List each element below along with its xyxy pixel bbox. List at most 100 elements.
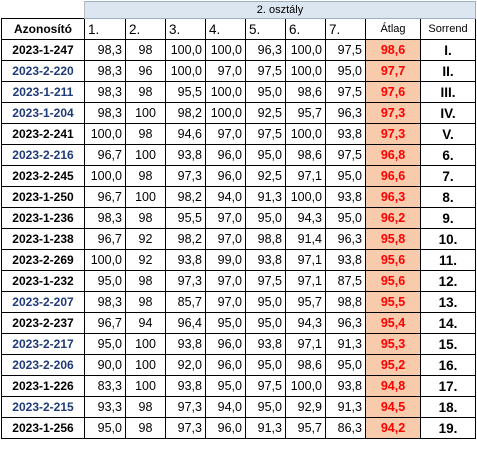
score-cell: 94,6 xyxy=(165,123,206,145)
id-cell: 2023-2-245 xyxy=(1,165,85,187)
score-cell: 98,8 xyxy=(325,291,366,313)
score-cell: 95,0 xyxy=(205,375,246,397)
score-cell: 95,0 xyxy=(245,312,286,334)
id-cell: 2023-1-256 xyxy=(1,417,85,439)
score-cell: 96 xyxy=(125,60,166,82)
score-cell: 95,0 xyxy=(84,270,126,292)
data-row: 2023-1-211 98,3 98 95,5 100,0 95,0 98,6 97,5 97,… xyxy=(1,81,476,103)
score-cell: 83,3 xyxy=(84,375,126,397)
column-header: 6. xyxy=(285,18,326,40)
score-cell: 96,0 xyxy=(205,333,246,355)
score-cell: 100,0 xyxy=(165,60,206,82)
score-cell: 98,8 xyxy=(245,228,286,250)
score-cell: 100,0 xyxy=(285,39,326,61)
score-cell: 98 xyxy=(125,396,166,418)
id-cell: 2023-2-241 xyxy=(1,123,85,145)
score-cell: 97,0 xyxy=(205,60,246,82)
id-cell: 2023-2-269 xyxy=(1,249,85,271)
rank-cell: 16. xyxy=(420,354,476,376)
score-cell: 95,7 xyxy=(285,102,326,124)
score-cell: 96,7 xyxy=(84,228,126,250)
column-header: Átlag xyxy=(365,18,421,40)
score-cell: 98 xyxy=(125,81,166,103)
score-cell: 98,3 xyxy=(84,291,126,313)
score-cell: 92,5 xyxy=(245,102,286,124)
score-cell: 100,0 xyxy=(84,249,126,271)
average-cell: 95,2 xyxy=(365,354,421,376)
score-cell: 98,2 xyxy=(165,102,206,124)
score-cell: 85,7 xyxy=(165,291,206,313)
score-cell: 98 xyxy=(125,123,166,145)
score-cell: 97,1 xyxy=(285,249,326,271)
score-cell: 97,1 xyxy=(285,333,326,355)
average-cell: 96,6 xyxy=(365,165,421,187)
score-cell: 100 xyxy=(125,333,166,355)
score-cell: 95,0 xyxy=(84,333,126,355)
score-cell: 97,3 xyxy=(165,396,206,418)
score-cell: 100,0 xyxy=(84,123,126,145)
rank-cell: IV. xyxy=(420,102,476,124)
data-row: 2023-2-245 100,0 98 97,3 96,0 92,5 97,1 95,0 96,… xyxy=(1,165,476,187)
score-cell: 100,0 xyxy=(285,375,326,397)
average-cell: 95,3 xyxy=(365,333,421,355)
score-cell: 93,8 xyxy=(325,249,366,271)
rank-cell: 7. xyxy=(420,165,476,187)
title-row: 2. osztály xyxy=(1,1,476,19)
average-cell: 95,6 xyxy=(365,249,421,271)
average-cell: 94,8 xyxy=(365,375,421,397)
id-cell: 2023-1-232 xyxy=(1,270,85,292)
score-cell: 98,3 xyxy=(84,39,126,61)
data-row: 2023-2-269 100,0 92 93,8 99,0 93,8 97,1 93,8 95,… xyxy=(1,249,476,271)
score-cell: 98,2 xyxy=(165,228,206,250)
rank-cell: III. xyxy=(420,81,476,103)
id-cell: 2023-2-216 xyxy=(1,144,85,166)
score-cell: 97,0 xyxy=(205,207,246,229)
rank-cell: II. xyxy=(420,60,476,82)
score-cell: 95,0 xyxy=(205,312,246,334)
score-cell: 100,0 xyxy=(205,39,246,61)
id-cell: 2023-2-217 xyxy=(1,333,85,355)
rank-cell: 15. xyxy=(420,333,476,355)
score-cell: 91,3 xyxy=(325,333,366,355)
id-cell: 2023-1-238 xyxy=(1,228,85,250)
score-cell: 94,0 xyxy=(205,396,246,418)
blank-cell xyxy=(1,1,85,19)
score-cell: 95,0 xyxy=(245,144,286,166)
score-cell: 96,7 xyxy=(84,186,126,208)
id-cell: 2023-1-211 xyxy=(1,81,85,103)
score-cell: 100 xyxy=(125,102,166,124)
score-cell: 96,7 xyxy=(84,312,126,334)
score-cell: 100 xyxy=(125,144,166,166)
score-cell: 95,0 xyxy=(325,165,366,187)
score-cell: 94,3 xyxy=(285,312,326,334)
score-cell: 98,2 xyxy=(165,186,206,208)
average-cell: 95,4 xyxy=(365,312,421,334)
score-cell: 96,0 xyxy=(205,144,246,166)
score-cell: 98 xyxy=(125,270,166,292)
data-row: 2023-2-220 98,3 96 100,0 97,0 97,5 100,0 95,0 97… xyxy=(1,60,476,82)
score-cell: 98 xyxy=(125,39,166,61)
data-row: 2023-1-226 83,3 100 93,8 95,0 97,5 100,0 93,8 94… xyxy=(1,375,476,397)
data-row: 2023-1-247 98,3 98 100,0 100,0 96,3 100,0 97,5 9… xyxy=(1,39,476,61)
id-cell: 2023-2-206 xyxy=(1,354,85,376)
score-cell: 93,8 xyxy=(165,375,206,397)
data-row: 2023-2-215 93,3 98 97,3 94,0 95,0 92,9 91,3 94,5… xyxy=(1,396,476,418)
score-cell: 97,3 xyxy=(165,165,206,187)
average-cell: 97,7 xyxy=(365,60,421,82)
score-cell: 95,0 xyxy=(245,81,286,103)
rank-cell: 9. xyxy=(420,207,476,229)
data-row: 2023-2-207 98,3 98 85,7 97,0 95,0 95,7 98,8 95,5… xyxy=(1,291,476,313)
score-cell: 98,3 xyxy=(84,81,126,103)
score-cell: 100,0 xyxy=(205,102,246,124)
average-cell: 95,5 xyxy=(365,291,421,313)
average-cell: 97,3 xyxy=(365,123,421,145)
score-cell: 97,0 xyxy=(205,228,246,250)
score-cell: 91,3 xyxy=(245,417,286,439)
data-row: 2023-1-238 96,7 92 98,2 97,0 98,8 91,4 96,3 95,8… xyxy=(1,228,476,250)
average-cell: 97,6 xyxy=(365,81,421,103)
score-cell: 95,7 xyxy=(285,417,326,439)
id-cell: 2023-1-204 xyxy=(1,102,85,124)
score-cell: 96,7 xyxy=(84,144,126,166)
score-cell: 96,0 xyxy=(205,165,246,187)
data-row: 2023-1-250 96,7 100 98,2 94,0 91,3 100,0 93,8 96… xyxy=(1,186,476,208)
